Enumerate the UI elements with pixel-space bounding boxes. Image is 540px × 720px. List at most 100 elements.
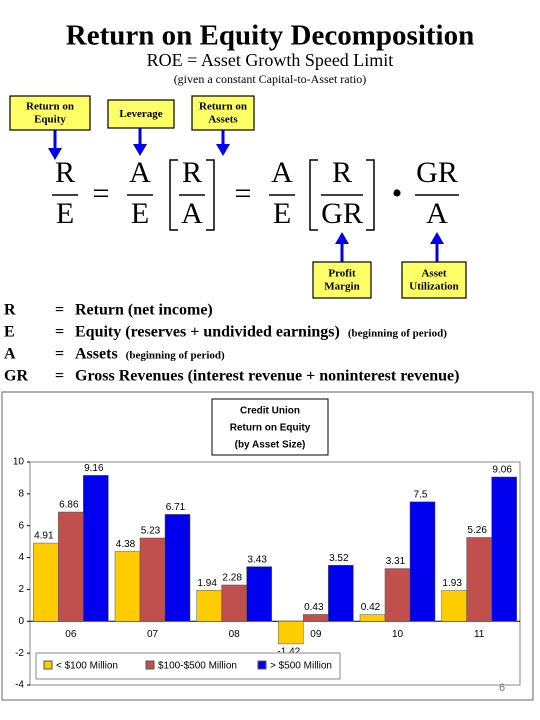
y-tick-label: 6 [18, 520, 24, 531]
data-label: 4.38 [116, 539, 136, 550]
label-box [107, 99, 175, 129]
bar [328, 564, 354, 622]
data-label: 3.52 [329, 553, 349, 564]
data-label: 5.23 [141, 526, 161, 537]
denominator: A [181, 197, 203, 230]
bar [441, 590, 467, 622]
equals: = [235, 177, 252, 210]
bar [278, 621, 304, 645]
label-box [9, 95, 91, 131]
title: Return on Equity Decomposition [66, 20, 474, 52]
y-tick-label: -4 [15, 680, 24, 691]
data-label: 4.91 [34, 531, 54, 542]
data-label: 7.5 [414, 489, 428, 500]
def-text: Gross Revenues (interest revenue + nonin… [75, 368, 459, 385]
legend-label: > $500 Million [270, 661, 332, 672]
chart-title: (by Asset Size) [235, 440, 306, 451]
chart-title: Credit Union [240, 406, 300, 417]
def-text: Return (net income) [75, 302, 213, 319]
bar [33, 542, 59, 622]
label-box [312, 261, 372, 299]
bar [139, 537, 166, 622]
data-label: 6.86 [59, 500, 79, 511]
bar [58, 511, 84, 622]
label: Asset Utilization [409, 267, 459, 292]
x-tick-label: 08 [229, 629, 241, 640]
label-box [401, 261, 467, 299]
denominator: A [426, 197, 448, 230]
def-text: Assets [75, 346, 118, 363]
data-label: 3.31 [386, 556, 406, 567]
bar [114, 551, 141, 622]
label: Leverage [119, 108, 162, 120]
denominator: GR [321, 197, 363, 230]
bracket [366, 159, 375, 231]
bracket [169, 159, 178, 231]
bar [466, 537, 492, 622]
arrow [216, 144, 230, 156]
y-tick-label: 2 [18, 584, 24, 595]
legend-swatch [43, 660, 53, 670]
data-label: 2.28 [222, 573, 242, 584]
arrow [430, 232, 444, 244]
legend-label: < $100 Million [56, 661, 118, 672]
data-label: 0.42 [361, 602, 381, 613]
dot: • [392, 177, 403, 210]
numerator: R [332, 156, 352, 189]
plot-area [29, 461, 521, 686]
numerator: R [55, 156, 75, 189]
bar [384, 568, 411, 622]
bracket [206, 159, 215, 231]
numerator: GR [416, 156, 458, 189]
denominator: E [273, 197, 291, 230]
numerator: R [182, 156, 202, 189]
bar [246, 566, 272, 622]
label: Return on Equity [26, 100, 74, 125]
def-symbol: R [4, 302, 16, 319]
label: Return on Assets [199, 100, 247, 125]
bar [164, 514, 191, 622]
legend-swatch [145, 660, 155, 670]
def-note: (beginning of period) [126, 350, 225, 362]
data-label: 9.16 [84, 463, 104, 474]
def-text: Equity (reserves + undivided earnings) [75, 324, 340, 341]
label: Profit Margin [324, 267, 359, 292]
denominator: E [56, 197, 74, 230]
note: (given a constant Capital-to-Asset ratio… [174, 72, 367, 86]
y-tick-label: 10 [13, 457, 25, 468]
def-sign: = [55, 324, 64, 341]
numerator: A [129, 156, 151, 189]
def-symbol: A [4, 346, 16, 363]
denominator: E [131, 197, 149, 230]
data-label: 9.06 [492, 465, 512, 476]
data-label: 1.94 [197, 578, 217, 589]
data-label: 0.43 [304, 602, 324, 613]
subtitle: ROE = Asset Growth Speed Limit [147, 50, 394, 70]
page-number: 6 [499, 682, 505, 694]
data-label: 6.71 [166, 502, 186, 513]
x-tick-label: 11 [474, 629, 485, 640]
y-tick-label: -2 [15, 648, 24, 659]
def-sign: = [55, 302, 64, 319]
y-tick-label: 4 [18, 552, 24, 563]
x-tick-label: 07 [147, 629, 159, 640]
legend-label: $100-$500 Million [158, 661, 237, 672]
arrow [335, 232, 349, 244]
data-label: -1.42 [277, 647, 300, 658]
data-label: 1.93 [442, 578, 462, 589]
data-label: 5.26 [467, 525, 487, 536]
bar [221, 584, 247, 622]
y-tick-label: 8 [18, 488, 24, 499]
arrow [133, 144, 147, 156]
def-sign: = [55, 368, 64, 385]
x-tick-label: 09 [310, 629, 322, 640]
bracket [309, 159, 318, 231]
def-sign: = [55, 346, 64, 363]
bar [83, 475, 109, 622]
def-symbol: GR [4, 368, 28, 385]
x-tick-label: 10 [392, 629, 404, 640]
bar [303, 614, 329, 622]
legend-box [35, 652, 341, 680]
x-tick-label: 06 [65, 629, 77, 640]
